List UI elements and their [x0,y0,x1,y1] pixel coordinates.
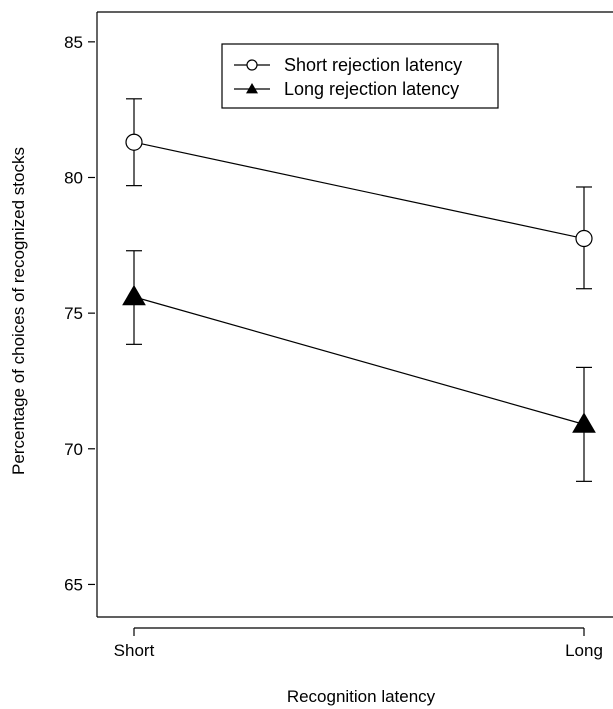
series-line [133,296,585,425]
legend-marker [246,83,258,94]
legend-marker [246,59,258,71]
y-tick-label: 85 [64,33,83,52]
legend-item: Short rejection latency [234,55,462,75]
y-axis-label: Percentage of choices of recognized stoc… [9,147,28,475]
data-point [572,412,596,433]
axes: 65 70 75 80 85 Short Long [64,11,613,660]
legend-box [221,43,499,109]
legend: Short rejection latency Long rejection la… [221,43,499,109]
y-tick-label: 70 [64,440,83,459]
series-layer [122,98,596,482]
data-point [575,229,593,248]
y-tick-label: 80 [64,168,83,187]
x-tick-label: Short [114,641,155,660]
series-short-rejection-latency [125,98,593,290]
y-tick-label: 65 [64,575,83,594]
series-long-rejection-latency [122,250,596,482]
legend-label: Short rejection latency [284,55,462,75]
y-tick-label: 75 [64,304,83,323]
legend-item: Long rejection latency [234,79,459,99]
x-axis-label: Recognition latency [287,687,436,706]
data-point [125,133,143,151]
x-tick-label: Long [565,641,603,660]
legend-label: Long rejection latency [284,79,459,99]
series-line [133,141,585,240]
data-point [122,284,146,306]
